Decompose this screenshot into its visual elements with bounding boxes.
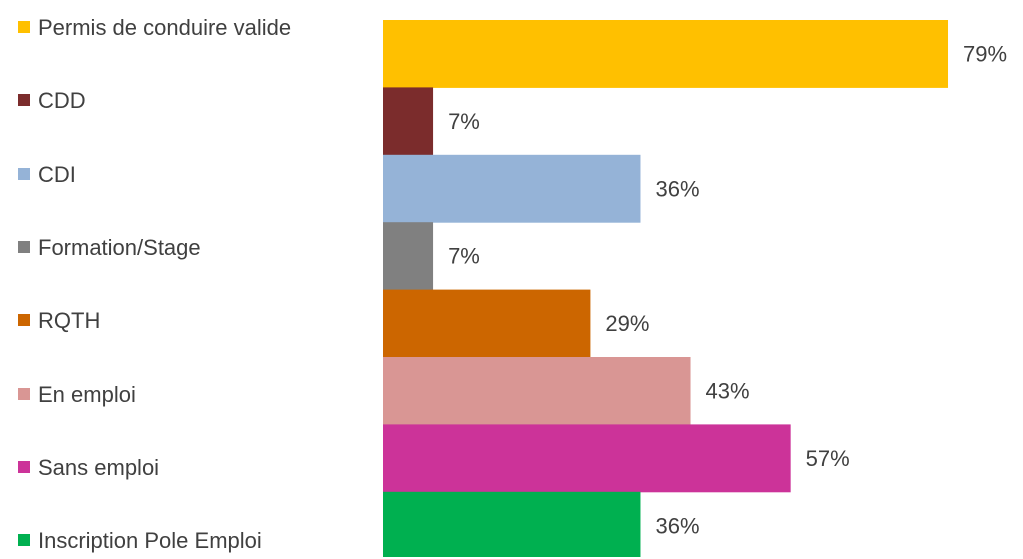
bar — [383, 20, 949, 88]
legend-swatch — [18, 534, 30, 547]
legend-swatch — [18, 240, 30, 253]
bar — [383, 289, 591, 358]
value-label: 36% — [655, 513, 699, 538]
bar — [383, 424, 791, 493]
bar — [383, 491, 641, 557]
value-label: 36% — [655, 176, 699, 201]
legend-swatch — [18, 94, 30, 107]
legend-label: CDD — [38, 88, 86, 114]
legend-item: En emploi — [18, 376, 308, 413]
value-label: 29% — [605, 311, 649, 336]
legend-label: Sans emploi — [38, 454, 160, 480]
value-label: 7% — [448, 244, 480, 269]
legend-label: Inscription Pole Emploi — [38, 528, 262, 554]
legend-swatch — [18, 387, 30, 400]
legend-swatch — [18, 167, 30, 180]
legend-item: Permis de conduire valide — [18, 9, 308, 46]
legend-swatch — [18, 314, 30, 327]
bar — [383, 154, 641, 223]
value-label: 7% — [448, 109, 480, 134]
legend-item: Sans emploi — [18, 449, 308, 486]
bar — [383, 222, 434, 291]
bar — [383, 357, 691, 425]
legend-item: CDI — [18, 156, 308, 193]
legend-swatch — [18, 21, 30, 33]
legend-label: En emploi — [38, 381, 136, 407]
legend-label: CDI — [38, 161, 76, 187]
legend-label: Formation/Stage — [38, 234, 201, 260]
bar — [383, 87, 434, 156]
value-label: 57% — [806, 446, 850, 471]
legend-item: CDD — [18, 82, 308, 119]
value-label: 79% — [963, 42, 1007, 67]
legend-swatch — [18, 460, 30, 473]
legend-item: RQTH — [18, 302, 308, 339]
legend-item: Formation/Stage — [18, 229, 308, 266]
legend-label: Permis de conduire valide — [38, 15, 292, 40]
legend-item: Inscription Pole Emploi — [18, 522, 308, 559]
value-label: 43% — [706, 379, 750, 404]
legend-label: RQTH — [38, 308, 101, 334]
